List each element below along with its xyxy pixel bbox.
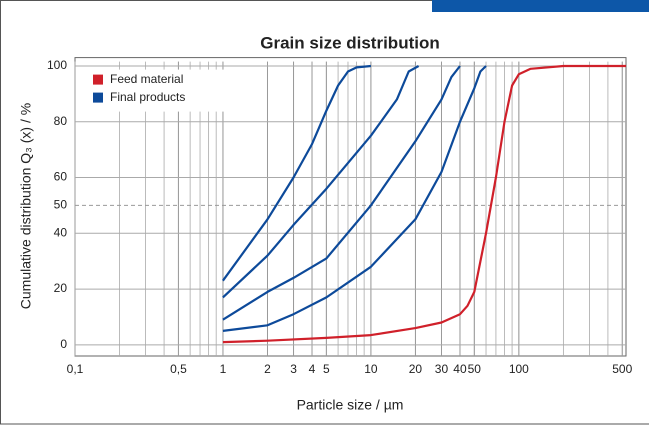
chart-title: Grain size distribution bbox=[260, 33, 439, 52]
legend-swatch bbox=[93, 74, 103, 85]
data-line bbox=[222, 65, 487, 332]
x-axis-label: Particle size / µm bbox=[297, 397, 404, 413]
legend-box bbox=[85, 69, 229, 112]
y-tick-label: 20 bbox=[54, 281, 68, 295]
y-tick-label: 0 bbox=[60, 337, 67, 351]
x-tick-label: 1 bbox=[220, 362, 227, 376]
x-tick-label: 0,5 bbox=[170, 362, 187, 376]
data-line bbox=[222, 64, 626, 344]
x-tick-label: 20 bbox=[409, 362, 423, 376]
legend-label: Feed material bbox=[110, 72, 183, 86]
y-tick-label: 60 bbox=[54, 170, 68, 184]
legend-label: Final products bbox=[110, 90, 185, 104]
header-bar bbox=[432, 0, 649, 12]
x-tick-label: 30 bbox=[435, 362, 449, 376]
y-tick-label: 50 bbox=[54, 198, 68, 212]
x-tick-label: 5 bbox=[323, 362, 330, 376]
x-tick-label: 100 bbox=[509, 362, 529, 376]
x-tick-label: 10 bbox=[364, 362, 378, 376]
x-tick-label: 2 bbox=[264, 362, 271, 376]
x-tick-label: 3 bbox=[290, 362, 297, 376]
data-line bbox=[222, 65, 420, 299]
x-tick-label: 40 bbox=[453, 362, 467, 376]
y-tick-label: 80 bbox=[54, 114, 68, 128]
y-tick-label: 40 bbox=[54, 225, 68, 239]
y-axis-label: Cumulative distribution Q₃ (x) / % bbox=[18, 103, 34, 309]
x-tick-label: 4 bbox=[309, 362, 316, 376]
data-line bbox=[222, 64, 372, 282]
x-tick-label: 0,1 bbox=[67, 362, 84, 376]
data-line bbox=[222, 65, 461, 321]
x-tick-label: 50 bbox=[468, 362, 482, 376]
x-tick-label: 500 bbox=[612, 362, 632, 376]
legend-swatch bbox=[93, 92, 103, 103]
y-tick-label: 100 bbox=[47, 58, 67, 72]
